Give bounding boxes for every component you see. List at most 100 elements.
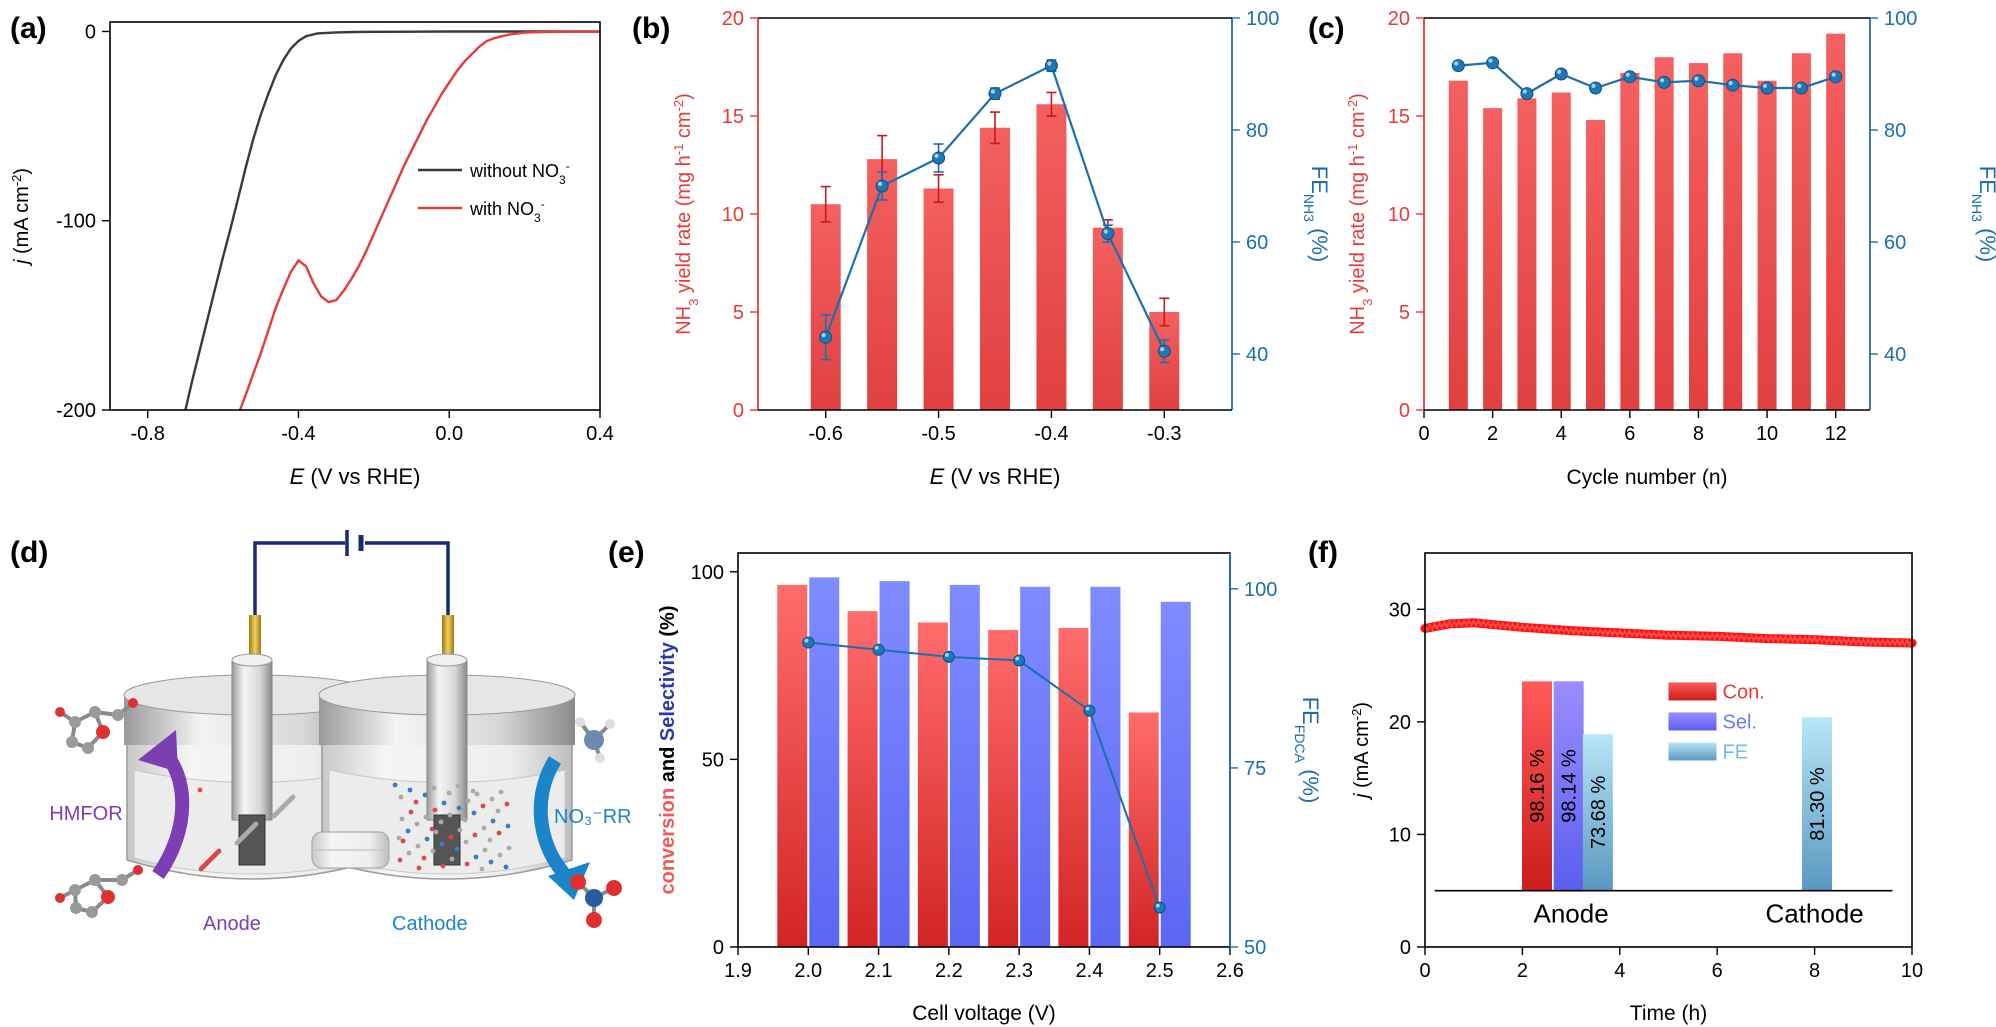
x-axis-label: Cell voltage (V): [912, 1002, 1056, 1025]
cathode-cell: [318, 653, 576, 880]
molecule-dot: [439, 841, 445, 847]
y-tick-label: 20: [1388, 8, 1410, 30]
panel-b: -0.6 -0.5 -0.4 -0.3 0 5 10 15 20 40 60 80 100 E (V vs…: [671, 8, 1333, 489]
panel-label: (c): [1308, 12, 1345, 45]
y2-tick-label: 100: [1884, 8, 1917, 30]
no3rr-arrow: [533, 756, 574, 883]
fe-marker-highlight: [1085, 706, 1090, 711]
y-axis-label: j (mA cm-2): [1349, 702, 1374, 801]
y-tick-label: 0: [1400, 937, 1411, 959]
x-tick-label: 1.9: [724, 960, 752, 982]
y2-tick-label: 80: [1246, 120, 1268, 142]
x-tick-label: 2.4: [1076, 960, 1104, 982]
hmfor-label: HMFOR: [49, 803, 122, 825]
molecule-atom: [605, 719, 615, 729]
conversion-bar: [847, 611, 878, 947]
x-tick-label: 10: [1901, 960, 1923, 982]
molecule-atom: [595, 753, 605, 763]
y-tick-label: 20: [1389, 712, 1411, 734]
x-tick-label: -0.5: [921, 423, 955, 445]
fe-marker: [819, 330, 833, 344]
y-axis-label: NH3 yield rate (mg h-1 cm-2): [1345, 93, 1375, 335]
fe-marker-highlight: [990, 89, 996, 94]
fe-marker-highlight: [1762, 83, 1768, 88]
fe-marker-highlight: [1591, 83, 1596, 88]
bar: [1448, 80, 1468, 410]
molecule-dot: [471, 810, 477, 816]
y-tick-label: 5: [1399, 302, 1410, 324]
molecule-atom: [55, 893, 65, 903]
inset-bar-con: [1522, 681, 1553, 891]
molecule-atom: [133, 865, 143, 875]
x-tick-label: 2: [1517, 960, 1528, 982]
selectivity-bar: [1090, 586, 1121, 947]
molecule-dot: [433, 829, 439, 835]
molecule-dot: [422, 792, 428, 798]
molecule-atom: [55, 707, 65, 717]
molecule-dot: [423, 814, 429, 820]
inset-bar-label: 73.68 %: [1588, 776, 1610, 850]
inset-bar-fe: [1582, 734, 1613, 891]
fe-marker: [1083, 704, 1096, 717]
x-axis-label: Cycle number (n): [1566, 466, 1727, 489]
molecule-atom: [101, 890, 115, 904]
conversion-bar: [988, 629, 1019, 947]
inset-legend-label: FE: [1723, 741, 1749, 763]
bar: [1723, 53, 1743, 410]
fe-marker: [1829, 70, 1843, 84]
y-tick-label: 10: [1389, 824, 1411, 846]
x-tick-label: 0.0: [435, 423, 463, 445]
y2-axis-label: FENH3 (%): [1969, 166, 1996, 262]
molecule-dot: [216, 848, 222, 854]
panel-label: (d): [10, 536, 48, 569]
electrode-rod-top: [231, 653, 273, 667]
x-tick-label: 8: [1693, 423, 1704, 445]
fe-marker-highlight: [821, 333, 826, 338]
selectivity-bar: [1020, 586, 1051, 947]
x-tick-label: -0.6: [808, 423, 842, 445]
inset-legend-label: Sel.: [1723, 711, 1757, 733]
x-tick-label: 2.2: [935, 960, 963, 982]
anode-label: Anode: [203, 913, 261, 935]
fe-marker: [1101, 227, 1115, 241]
x-tick-label: 0: [1418, 423, 1429, 445]
y2-axis-label: FEFDCA (%): [1292, 697, 1323, 804]
legend-label: with NO3-: [469, 197, 545, 225]
fe-marker: [1657, 75, 1671, 89]
fe-marker-highlight: [1625, 72, 1630, 77]
molecule-atom: [86, 906, 98, 918]
y-tick-label: 0: [1399, 400, 1410, 422]
y2-tick-label: 75: [1244, 758, 1266, 780]
y-axis-label: conversion and Selectivity (%): [657, 606, 679, 895]
molecule-dot: [482, 847, 488, 853]
fe-marker: [942, 650, 955, 663]
molecule-dot: [438, 819, 444, 825]
molecule-dot: [432, 807, 438, 813]
y-tick-label: 10: [1388, 204, 1410, 226]
panel-a: -0.8 -0.4 0.0 0.4 0 -100 -200 E (V vs RHE) j (mA…: [9, 21, 614, 489]
bar: [1826, 33, 1846, 411]
y2-tick-label: 100: [1244, 579, 1277, 601]
y-tick-label: -100: [56, 211, 96, 233]
molecule-dot: [414, 821, 420, 827]
molecule-dot: [503, 864, 509, 870]
legend: without NO3- with NO3-: [418, 159, 570, 225]
fe-marker-highlight: [945, 653, 949, 657]
current-noise: [1424, 618, 1913, 648]
molecule-dot: [197, 787, 203, 793]
nh3-molecule: [575, 717, 615, 763]
fe-marker-highlight: [1728, 81, 1733, 86]
no3-molecule: [570, 874, 622, 928]
molecule-dot: [504, 801, 510, 807]
molecule-dot: [416, 865, 422, 871]
molecule-dot: [429, 826, 435, 832]
molecule-atom: [128, 698, 138, 708]
molecule-dot: [400, 838, 406, 844]
molecule-atom: [89, 706, 101, 718]
y-axis-label: NH3 yield rate (mg h-1 cm-2): [671, 93, 701, 335]
bar: [1620, 72, 1640, 410]
bar: [1483, 108, 1503, 410]
x-tick-label: -0.3: [1147, 423, 1181, 445]
electrode-plate: [433, 814, 461, 866]
selectivity-bar: [809, 577, 840, 947]
